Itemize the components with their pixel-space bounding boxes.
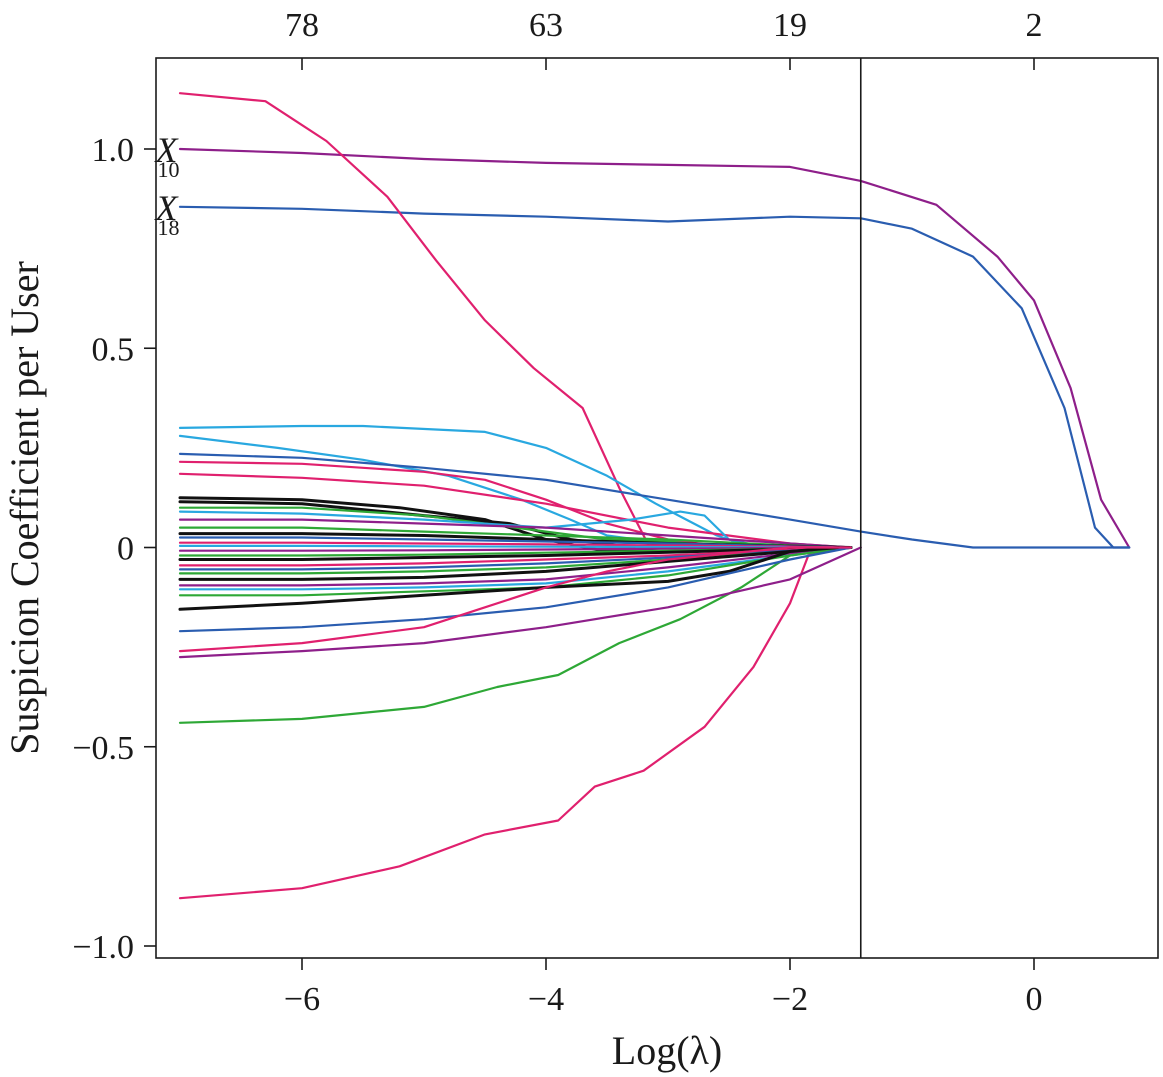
coefficient-path-31 — [178, 546, 841, 611]
coefficient-path-2 — [178, 205, 1131, 549]
top-tick-label: 2 — [1026, 7, 1043, 44]
coefficient-path-9 — [178, 460, 731, 549]
y-tick-label: −1.0 — [72, 929, 134, 966]
x-tick-label: −2 — [772, 981, 808, 1018]
variable-label-subscript: 10 — [158, 157, 180, 182]
variable-label-x: X — [154, 130, 180, 170]
coefficient-path-32 — [178, 546, 853, 633]
top-tick-label: 63 — [529, 7, 563, 44]
coefficient-path-8 — [178, 452, 1131, 549]
coefficient-path-6 — [178, 424, 755, 549]
coefficient-path-15 — [178, 518, 853, 549]
coefficient-path-34 — [178, 546, 862, 659]
top-tick-label: 19 — [773, 7, 807, 44]
coefficient-path-33 — [178, 546, 853, 653]
top-tick-label: 78 — [285, 7, 319, 44]
coefficient-path-14 — [178, 510, 767, 549]
y-axis-title: Suspicion Coefficient per User — [2, 261, 47, 755]
coefficient-path-4 — [178, 546, 840, 900]
variable-label-x: X — [154, 188, 180, 228]
variable-label-subscript: 18 — [158, 215, 180, 240]
series-layer — [178, 92, 1131, 900]
coefficient-path-3 — [178, 92, 651, 549]
x-axis-title: Log(λ) — [612, 1028, 722, 1073]
coefficient-path-5 — [178, 546, 840, 724]
plot-frame — [155, 57, 1159, 959]
y-tick-label: −0.5 — [72, 730, 134, 767]
y-tick-label: 1.0 — [92, 132, 135, 169]
y-tick-label: 0.5 — [92, 331, 135, 368]
axes-layer: −6 −4 −2 0 1.0 0.5 0 −0.5 −1.0 78 63 19 2 — [72, 7, 1042, 1018]
x-tick-label: −4 — [528, 981, 564, 1018]
coefficient-path-28 — [178, 546, 853, 587]
y-tick-label: 0 — [117, 531, 134, 568]
coefficient-path-13 — [178, 506, 731, 549]
x-tick-label: 0 — [1026, 981, 1043, 1018]
x-tick-label: −6 — [284, 981, 320, 1018]
coefficient-path-7 — [178, 434, 731, 549]
